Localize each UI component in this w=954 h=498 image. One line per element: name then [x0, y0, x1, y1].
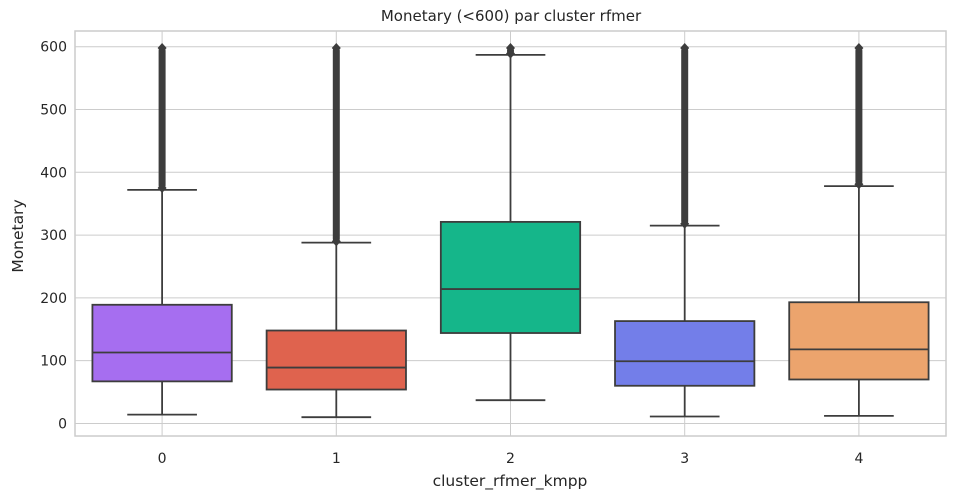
outlier-marker-bottom — [680, 218, 690, 229]
y-tick-label: 200 — [40, 291, 67, 307]
y-axis-label: Monetary — [9, 199, 27, 272]
y-tick-label: 100 — [40, 354, 67, 370]
outlier-marker-bottom — [506, 48, 515, 59]
x-tick-label: 3 — [680, 451, 689, 467]
outlier-marker-top — [506, 42, 515, 53]
box-iqr — [788, 301, 930, 381]
outlier-marker-top — [157, 42, 167, 53]
y-tick-label: 400 — [40, 165, 67, 181]
axes: 0 100 200 300 400 500 600 0 1 2 3 4 — [40, 30, 947, 467]
x-tick-label: 2 — [506, 451, 515, 467]
chart-title: Monetary (<600) par cluster rfmer — [381, 7, 642, 25]
outlier-marker-top — [854, 42, 864, 53]
outlier-band — [855, 46, 863, 186]
x-tick-label: 4 — [854, 451, 863, 467]
box-group-1 — [265, 42, 407, 419]
x-axis-label: cluster_rfmer_kmpp — [433, 472, 588, 491]
box-series — [91, 42, 930, 419]
box-iqr — [614, 320, 756, 387]
y-tick-label: 600 — [40, 40, 67, 56]
y-tick-label: 500 — [40, 102, 67, 118]
box-iqr — [91, 303, 233, 383]
box-iqr — [439, 220, 582, 334]
x-tick-label: 1 — [332, 451, 341, 467]
outlier-band — [681, 46, 689, 225]
plot-frame — [74, 30, 947, 437]
outlier-marker-bottom — [854, 179, 864, 190]
box-group-3 — [614, 42, 756, 418]
y-tick-label: 0 — [58, 416, 67, 432]
outlier-band — [158, 46, 166, 189]
outlier-marker-top — [331, 42, 341, 53]
box-group-2 — [439, 42, 582, 402]
box-group-4 — [788, 42, 930, 417]
outlier-marker-bottom — [331, 236, 341, 247]
x-tick-label: 0 — [158, 451, 167, 467]
y-tick-label: 300 — [40, 228, 67, 244]
outlier-marker-bottom — [157, 182, 167, 193]
outlier-marker-top — [680, 42, 690, 53]
outlier-band — [332, 46, 340, 243]
box-group-0 — [91, 42, 233, 416]
box-iqr — [265, 329, 407, 391]
